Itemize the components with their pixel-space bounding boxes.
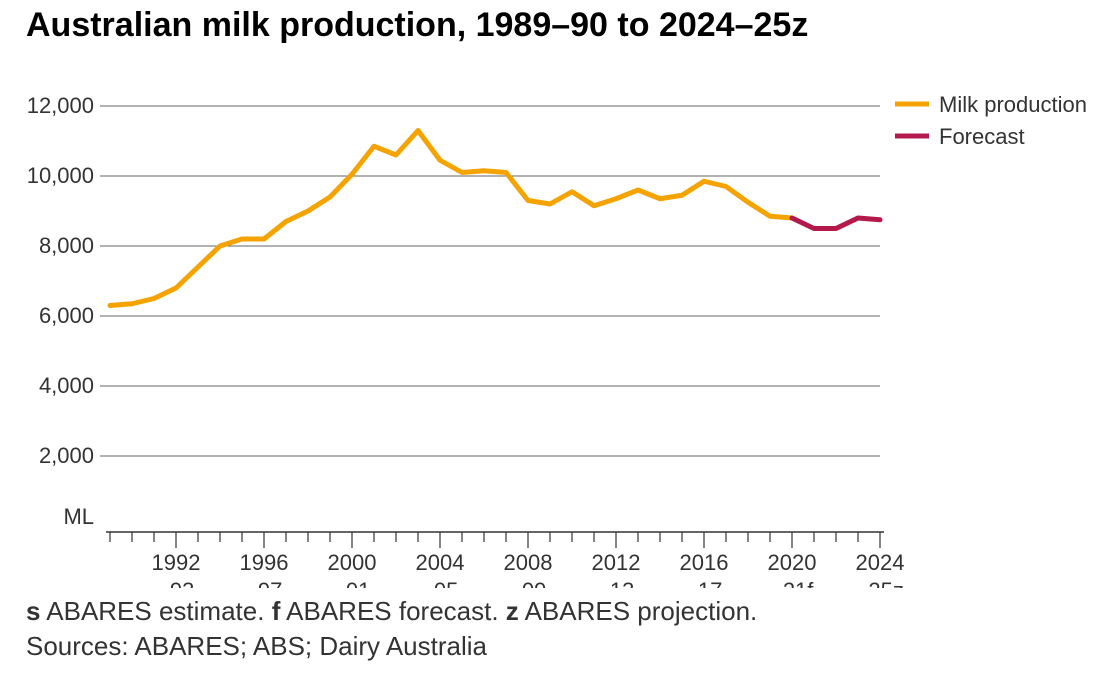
- milk-production-chart: 2,000 4,000 6,000 8,000 10,000 12,000 ML 1992 –9…: [0, 48, 1115, 588]
- x-tick-label-bottom: –17: [686, 578, 723, 588]
- series-milk-production: [110, 131, 792, 306]
- x-tick-label-top: 2004: [416, 550, 465, 575]
- y-tick-label: 6,000: [39, 303, 94, 328]
- x-tick-label-top: 1992: [152, 550, 201, 575]
- x-tick-label-top: 2020: [768, 550, 817, 575]
- footnote-line-1: s ABARES estimate. f ABARES forecast. z …: [26, 594, 757, 629]
- y-tick-label: 8,000: [39, 233, 94, 258]
- y-tick-label: 10,000: [27, 163, 94, 188]
- footnote-bold: s: [26, 596, 40, 626]
- chart-footnotes: s ABARES estimate. f ABARES forecast. z …: [26, 594, 757, 664]
- legend-swatch-forecast: [895, 134, 929, 139]
- footnote-line-2: Sources: ABARES; ABS; Dairy Australia: [26, 629, 757, 664]
- footnote-text: ABARES forecast.: [280, 596, 505, 626]
- x-tick-label-top: 1996: [240, 550, 289, 575]
- x-tick-label-top: 2024: [856, 550, 905, 575]
- x-tick-label-bottom: –09: [510, 578, 547, 588]
- x-tick-label-top: 2016: [680, 550, 729, 575]
- x-tick-label-bottom: –97: [246, 578, 283, 588]
- y-unit-label: ML: [63, 504, 94, 529]
- series-forecast: [792, 218, 880, 229]
- x-tick-label-top: 2008: [504, 550, 553, 575]
- x-tick-label-bottom: –21f: [771, 578, 815, 588]
- x-tick-label-bottom: –01: [334, 578, 371, 588]
- x-tick-label-top: 2000: [328, 550, 377, 575]
- chart-title: Australian milk production, 1989–90 to 2…: [26, 6, 808, 45]
- x-tick-label-top: 2012: [592, 550, 641, 575]
- x-tick-label-bottom: –25z: [856, 578, 904, 588]
- x-tick-label-bottom: –93: [158, 578, 195, 588]
- legend-label-production: Milk production: [939, 92, 1087, 117]
- legend-label-forecast: Forecast: [939, 124, 1025, 149]
- footnote-bold: z: [506, 596, 519, 626]
- page-root: Australian milk production, 1989–90 to 2…: [0, 0, 1115, 678]
- x-tick-label-bottom: –13: [598, 578, 635, 588]
- y-tick-label: 2,000: [39, 443, 94, 468]
- y-tick-label: 12,000: [27, 93, 94, 118]
- footnote-text: ABARES estimate.: [40, 596, 271, 626]
- x-tick-label-bottom: –05: [422, 578, 459, 588]
- y-tick-label: 4,000: [39, 373, 94, 398]
- footnote-text: ABARES projection.: [519, 596, 757, 626]
- legend-swatch-production: [895, 102, 929, 107]
